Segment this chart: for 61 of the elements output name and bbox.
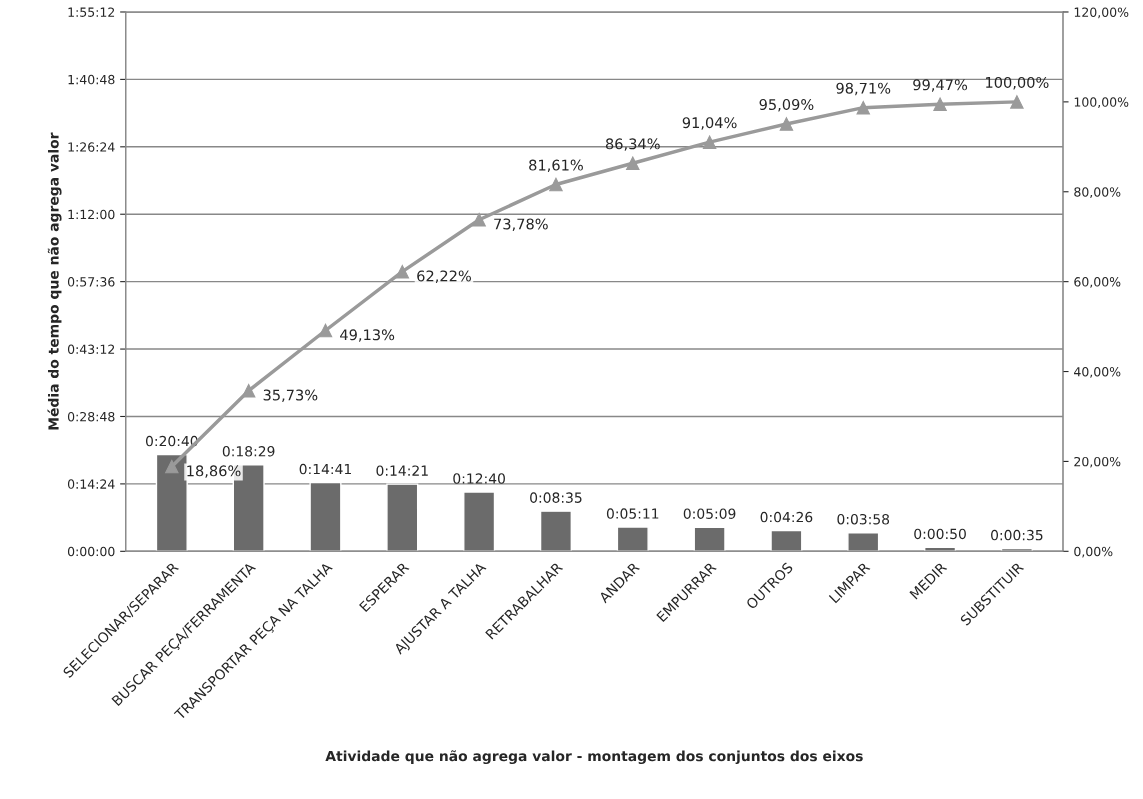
y-tick-label: 1:26:24 (68, 142, 115, 152)
data-label: 0:18:29 (222, 446, 275, 457)
y2-tick-label: 0,00% (1074, 546, 1113, 558)
y-tick-label: 0:14:24 (67, 479, 115, 489)
data-label: 100,00% (986, 76, 1049, 90)
data-label: 99,47% (913, 79, 968, 92)
data-label: 0:14:21 (376, 465, 428, 476)
y-axis-title: Média do tempo que não agrega valor (47, 132, 62, 430)
bar (463, 491, 496, 552)
point (318, 323, 333, 338)
point (165, 459, 179, 474)
y2-tick-label: 40,00% (1074, 367, 1121, 378)
data-label: 91,04% (682, 117, 737, 130)
data-label: 0:00:35 (991, 529, 1043, 541)
point (549, 177, 563, 192)
data-label: 0:14:41 (299, 463, 351, 475)
bar (693, 526, 726, 552)
data-label: 73,78% (494, 218, 548, 231)
y-tick-label: 0:00:00 (67, 546, 115, 557)
data-label: 0:05:11 (606, 508, 659, 519)
data-label: 0:03:58 (837, 513, 890, 525)
data-label: 49,13% (340, 329, 395, 342)
point (626, 156, 640, 171)
y-tick-label: 0:57:36 (67, 277, 115, 287)
point (472, 212, 486, 227)
data-label: 81,61% (529, 159, 583, 173)
data-label: 0:00:50 (914, 528, 966, 540)
point (1010, 95, 1024, 109)
y2-tick-label: 80,00% (1074, 187, 1121, 198)
data-label: 35,73% (263, 389, 318, 402)
point (856, 100, 871, 115)
y2-tick-label: 20,00% (1074, 456, 1121, 468)
point (395, 264, 410, 279)
bar (847, 532, 880, 552)
point (702, 135, 717, 149)
point (241, 383, 256, 398)
point (779, 117, 794, 131)
y-tick-label: 1:40:48 (68, 74, 115, 85)
bar (770, 529, 803, 552)
data-label: 0:08:35 (530, 492, 582, 503)
data-label: 0:12:40 (453, 473, 505, 484)
bar (386, 483, 419, 552)
y2-tick-label: 60,00% (1074, 277, 1121, 288)
bar (616, 526, 649, 552)
y2-tick-label: 100,00% (1074, 97, 1129, 109)
bar (539, 510, 573, 552)
data-label: 86,34% (605, 138, 660, 151)
y-tick-label: 1:55:12 (68, 7, 115, 17)
data-label: 0:04:26 (760, 511, 813, 523)
y-tick-label: 0:28:48 (67, 411, 115, 422)
data-label: 18,86% (187, 465, 241, 478)
data-label: 0:05:09 (683, 508, 736, 519)
data-label: 62,22% (417, 270, 471, 283)
y-tick-label: 1:12:00 (68, 209, 115, 220)
point (933, 97, 947, 112)
data-label: 98,71% (836, 82, 891, 96)
x-axis-title: Atividade que não agrega valor - montagem dos conjuntos dos eixos (325, 750, 863, 765)
y2-tick-label: 120,00% (1074, 7, 1129, 19)
y-tick-label: 0:43:12 (67, 344, 115, 354)
data-label: 95,09% (759, 98, 814, 112)
bar (309, 481, 342, 552)
